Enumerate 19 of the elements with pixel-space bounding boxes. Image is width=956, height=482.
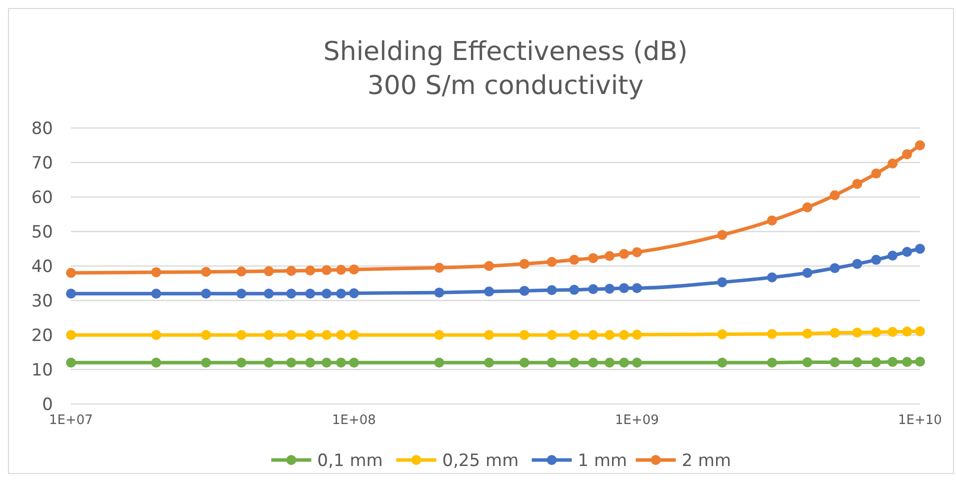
legend-label: 0,1 mm (317, 451, 383, 471)
x-tick-label: 1E+08 (332, 413, 376, 428)
y-tick-label: 50 (31, 222, 53, 242)
y-tick-label: 80 (31, 119, 53, 139)
y-tick-label: 0 (42, 395, 53, 415)
y-tick-label: 40 (31, 257, 53, 277)
x-tick-label: 1E+07 (49, 413, 93, 428)
chart-title: Shielding Effectiveness (dB) (323, 37, 688, 67)
y-tick-label: 20 (31, 326, 53, 346)
legend-label: 2 mm (682, 451, 732, 471)
x-tick-label: 1E+09 (615, 413, 659, 428)
chart-subtitle: 300 S/m conductivity (367, 71, 644, 101)
y-tick-label: 70 (31, 154, 53, 174)
y-tick-label: 10 (31, 360, 53, 380)
legend-label: 0,25 mm (442, 451, 519, 471)
x-tick-label: 1E+10 (898, 413, 942, 428)
y-tick-label: 30 (31, 292, 53, 312)
y-tick-label: 60 (31, 188, 53, 208)
legend-label: 1 mm (578, 451, 628, 471)
